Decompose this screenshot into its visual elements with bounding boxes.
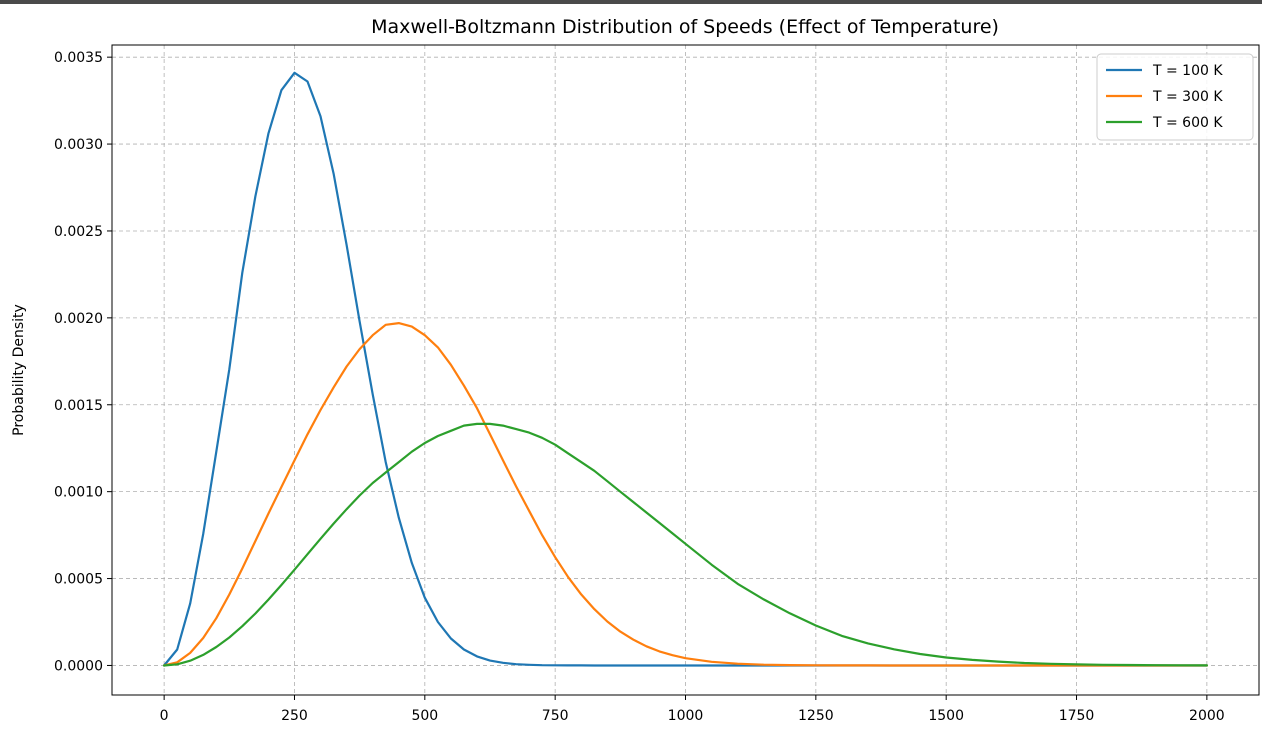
y-tick-label: 0.0000 — [54, 658, 103, 674]
x-tick-label: 1250 — [798, 708, 834, 724]
x-tick-label: 500 — [411, 708, 438, 724]
x-axis-ticks: 0 250 500 750 1000 1250 1500 1750 2000 — [160, 695, 1225, 724]
series-lines — [163, 71, 1209, 667]
series-line-t-300-k — [163, 322, 1209, 667]
y-axis-label: Probability Density — [11, 304, 27, 436]
y-tick-label: 0.0015 — [54, 398, 103, 414]
y-tick-label: 0.0020 — [54, 311, 103, 327]
x-tick-label: 1500 — [928, 708, 964, 724]
y-tick-label: 0.0010 — [54, 485, 103, 501]
y-tick-label: 0.0035 — [54, 50, 103, 66]
legend-label: T = 100 K — [1152, 63, 1223, 79]
grid-lines — [112, 45, 1259, 695]
chart-title: Maxwell-Boltzmann Distribution of Speeds… — [371, 16, 999, 38]
legend-label: T = 600 K — [1152, 115, 1223, 131]
x-tick-label: 1750 — [1059, 708, 1095, 724]
x-tick-label: 250 — [281, 708, 308, 724]
legend-box — [1096, 53, 1254, 141]
x-tick-label: 2000 — [1189, 708, 1225, 724]
legend-label: T = 300 K — [1152, 89, 1223, 105]
y-tick-label: 0.0005 — [54, 572, 103, 588]
x-tick-label: 1000 — [668, 708, 704, 724]
series-line-t-600-k — [163, 422, 1209, 667]
x-tick-label: 0 — [160, 708, 169, 724]
y-axis-ticks: 0.0000 0.0005 0.0010 0.0015 0.0020 0.0025 0.00… — [54, 50, 112, 674]
x-tick-label: 750 — [542, 708, 569, 724]
window-top-bar — [0, 0, 1262, 4]
y-tick-label: 0.0030 — [54, 137, 103, 153]
legend: T = 100 K T = 300 K T = 600 K — [1096, 53, 1254, 141]
y-tick-label: 0.0025 — [54, 224, 103, 240]
